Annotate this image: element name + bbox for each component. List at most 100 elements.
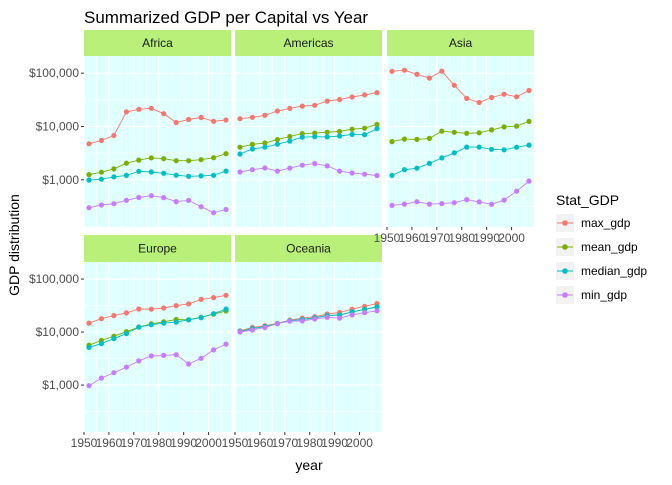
- data-point-median-gdp: [186, 317, 192, 323]
- data-point-min-gdp: [123, 197, 129, 203]
- facet-strip: [84, 30, 231, 56]
- data-point-min-gdp: [374, 308, 380, 314]
- legend-key-point: [562, 292, 568, 298]
- data-point-min-gdp: [98, 375, 104, 381]
- data-point-mean-gdp: [349, 126, 355, 132]
- data-point-max-gdp: [161, 305, 167, 311]
- data-point-max-gdp: [186, 116, 192, 123]
- data-point-median-gdp: [111, 174, 117, 180]
- data-point-min-gdp: [526, 178, 532, 184]
- legend-label: median_gdp: [581, 264, 647, 278]
- legend-title: Stat_GDP: [556, 192, 619, 208]
- data-point-max-gdp: [136, 106, 142, 112]
- data-point-median-gdp: [111, 336, 117, 342]
- data-point-mean-gdp: [426, 135, 432, 141]
- data-point-max-gdp: [439, 68, 445, 74]
- x-tick-label: 1950: [71, 436, 98, 450]
- data-point-mean-gdp: [501, 124, 507, 130]
- data-point-median-gdp: [349, 131, 355, 137]
- data-point-median-gdp: [451, 150, 457, 156]
- data-point-min-gdp: [86, 205, 92, 211]
- data-point-mean-gdp: [514, 123, 520, 129]
- data-point-median-gdp: [389, 172, 395, 178]
- facet-strip: [235, 30, 382, 56]
- data-point-min-gdp: [349, 312, 355, 318]
- x-tick-label: 1950: [374, 231, 401, 245]
- data-point-median-gdp: [148, 169, 154, 175]
- data-point-median-gdp: [86, 177, 92, 183]
- data-point-median-gdp: [198, 173, 204, 179]
- y-tick-label: $1,000: [42, 173, 79, 187]
- data-point-median-gdp: [274, 141, 280, 147]
- data-point-mean-gdp: [148, 155, 154, 161]
- data-point-min-gdp: [211, 347, 217, 353]
- data-point-median-gdp: [98, 176, 104, 182]
- data-point-max-gdp: [324, 98, 330, 104]
- chart-title: Summarized GDP per Capital vs Year: [84, 8, 368, 27]
- legend-item-min-gdp: min_gdp: [556, 286, 627, 304]
- y-tick-label: $100,000: [29, 272, 79, 286]
- data-point-max-gdp: [198, 296, 204, 302]
- y-tick-label: $10,000: [36, 325, 80, 339]
- data-point-mean-gdp: [324, 129, 330, 135]
- data-point-max-gdp: [489, 94, 495, 101]
- data-point-max-gdp: [249, 114, 255, 120]
- data-point-median-gdp: [186, 173, 192, 179]
- data-point-median-gdp: [439, 155, 445, 161]
- x-tick-label: 2000: [195, 436, 222, 450]
- data-point-max-gdp: [312, 102, 318, 108]
- data-point-median-gdp: [211, 172, 217, 178]
- facet-strip-label: Africa: [142, 36, 173, 50]
- data-point-max-gdp: [123, 109, 129, 115]
- x-tick-label: 1960: [96, 436, 123, 450]
- data-point-median-gdp: [98, 341, 104, 347]
- data-point-min-gdp: [148, 193, 154, 199]
- data-point-max-gdp: [451, 82, 457, 88]
- data-point-mean-gdp: [274, 137, 280, 143]
- data-point-min-gdp: [186, 361, 192, 367]
- data-point-min-gdp: [111, 201, 117, 207]
- data-point-max-gdp: [501, 91, 507, 97]
- facet-panel-asia: Asia: [386, 30, 534, 227]
- data-point-min-gdp: [198, 355, 204, 361]
- data-point-mean-gdp: [111, 166, 117, 172]
- data-point-mean-gdp: [136, 157, 142, 163]
- data-point-min-gdp: [312, 161, 318, 167]
- x-tick-label: 1970: [271, 436, 298, 450]
- data-point-min-gdp: [337, 168, 343, 174]
- data-point-mean-gdp: [414, 136, 420, 142]
- data-point-min-gdp: [237, 169, 243, 175]
- data-point-median-gdp: [161, 170, 167, 176]
- data-point-mean-gdp: [464, 130, 470, 136]
- data-point-max-gdp: [426, 75, 432, 81]
- data-point-median-gdp: [374, 126, 380, 132]
- data-point-mean-gdp: [223, 151, 229, 157]
- data-point-max-gdp: [148, 105, 154, 111]
- data-point-median-gdp: [198, 315, 204, 321]
- facet-strip-label: Oceania: [286, 242, 331, 256]
- data-point-min-gdp: [136, 194, 142, 201]
- data-point-min-gdp: [186, 197, 192, 203]
- data-point-min-gdp: [198, 204, 204, 210]
- data-point-max-gdp: [374, 90, 380, 96]
- data-point-min-gdp: [123, 364, 129, 370]
- facet-strip-label: Americas: [283, 36, 333, 50]
- data-point-max-gdp: [223, 117, 229, 123]
- data-point-max-gdp: [389, 68, 395, 74]
- facet-panels: Africa Americas Asia Europe Oceania: [83, 30, 534, 432]
- data-point-min-gdp: [111, 370, 117, 376]
- x-tick-label: 1990: [473, 231, 500, 245]
- data-point-mean-gdp: [489, 127, 495, 133]
- axes: $1,000$10,000$100,0001950196019701980199…: [29, 66, 525, 450]
- y-axis-title: GDP distribution: [6, 194, 22, 296]
- data-point-mean-gdp: [86, 172, 92, 178]
- data-point-min-gdp: [324, 163, 330, 169]
- data-point-max-gdp: [262, 112, 268, 118]
- data-point-min-gdp: [299, 162, 305, 168]
- data-point-min-gdp: [476, 199, 482, 205]
- data-point-max-gdp: [414, 71, 420, 77]
- legend: Stat_GDP max_gdp mean_gdp median_gdp min_gd…: [556, 192, 647, 304]
- legend-key-point: [562, 268, 568, 274]
